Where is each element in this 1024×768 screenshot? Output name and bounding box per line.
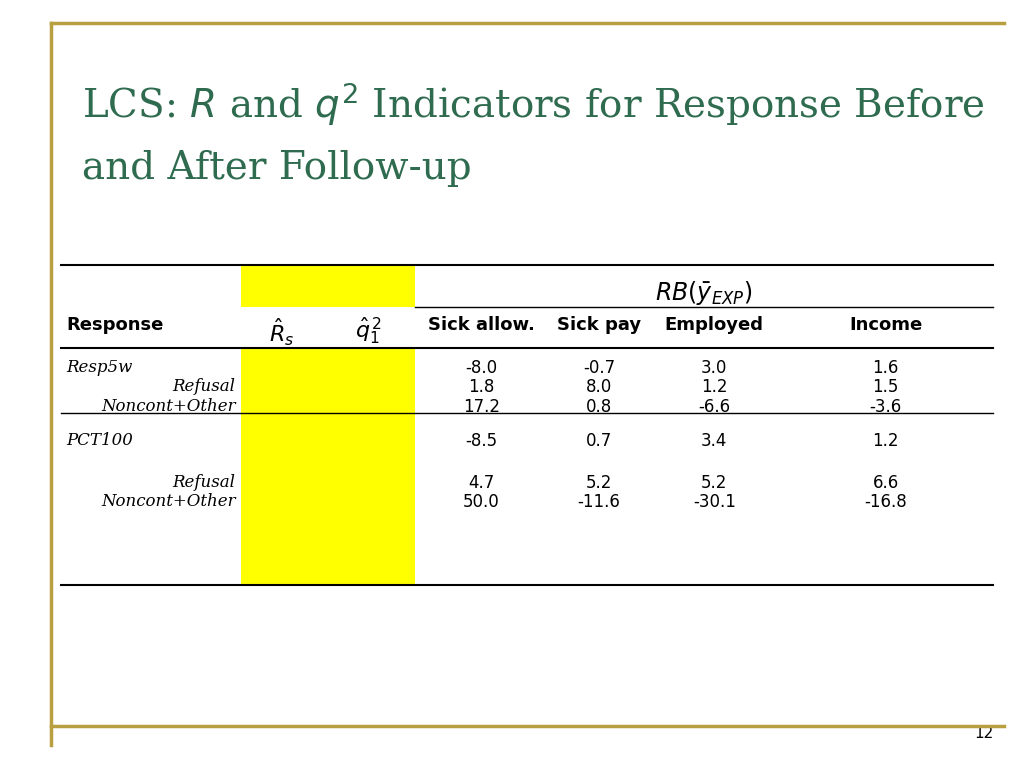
Text: $\hat{R}_s$: $\hat{R}_s$ [269, 316, 294, 348]
Text: 8.0: 8.0 [586, 378, 612, 396]
Text: Noncont+Other: Noncont+Other [101, 493, 236, 510]
Text: 1.2: 1.2 [872, 432, 899, 449]
Text: 6.6: 6.6 [872, 474, 899, 492]
Text: -6.6: -6.6 [698, 398, 730, 415]
Text: 4.7: 4.7 [468, 474, 495, 492]
Text: -11.6: -11.6 [578, 493, 621, 511]
Text: Response: Response [67, 316, 164, 334]
Text: 0.089: 0.089 [345, 359, 392, 376]
Text: $\hat{q}_1^{\,2}$: $\hat{q}_1^{\,2}$ [355, 316, 382, 347]
Text: -8.5: -8.5 [465, 432, 498, 449]
Text: 3.4: 3.4 [701, 432, 727, 449]
Text: 5.2: 5.2 [586, 474, 612, 492]
Text: 17.2: 17.2 [463, 398, 500, 415]
Text: 1.5: 1.5 [872, 378, 899, 396]
Text: 50.0: 50.0 [463, 493, 500, 511]
Text: Income: Income [849, 316, 923, 334]
Text: Sick allow.: Sick allow. [428, 316, 535, 334]
Text: Resp5w: Resp5w [67, 359, 133, 376]
Text: 12: 12 [974, 726, 993, 741]
Text: -8.0: -8.0 [465, 359, 498, 376]
Text: and After Follow-up: and After Follow-up [82, 150, 471, 187]
Text: Employed: Employed [665, 316, 764, 334]
Text: 0.062: 0.062 [345, 432, 392, 449]
Text: 0.7: 0.7 [586, 432, 612, 449]
Text: 1.6: 1.6 [872, 359, 899, 376]
Text: Sick pay: Sick pay [557, 316, 641, 334]
Text: PCT100: PCT100 [67, 432, 133, 449]
Text: LCS: $\mathit{R}$ and $\mathit{q}^2$ Indicators for Response Before: LCS: $\mathit{R}$ and $\mathit{q}^2$ Ind… [82, 81, 985, 128]
Text: -30.1: -30.1 [693, 493, 735, 511]
Text: -3.6: -3.6 [869, 398, 902, 415]
Text: -0.7: -0.7 [583, 359, 615, 376]
Text: 1.2: 1.2 [701, 378, 727, 396]
Text: Refusal: Refusal [172, 474, 236, 491]
Text: $RB(\bar{y}_{EXP})$: $RB(\bar{y}_{EXP})$ [655, 279, 753, 306]
Text: -16.8: -16.8 [864, 493, 907, 511]
Text: 5.2: 5.2 [701, 474, 727, 492]
Text: 1.8: 1.8 [468, 378, 495, 396]
Text: 0.77: 0.77 [263, 432, 300, 449]
Text: 3.0: 3.0 [701, 359, 727, 376]
Text: 0.8: 0.8 [586, 398, 612, 415]
Text: Refusal: Refusal [172, 378, 236, 395]
Text: 0.78: 0.78 [263, 359, 300, 376]
Text: Noncont+Other: Noncont+Other [101, 398, 236, 415]
